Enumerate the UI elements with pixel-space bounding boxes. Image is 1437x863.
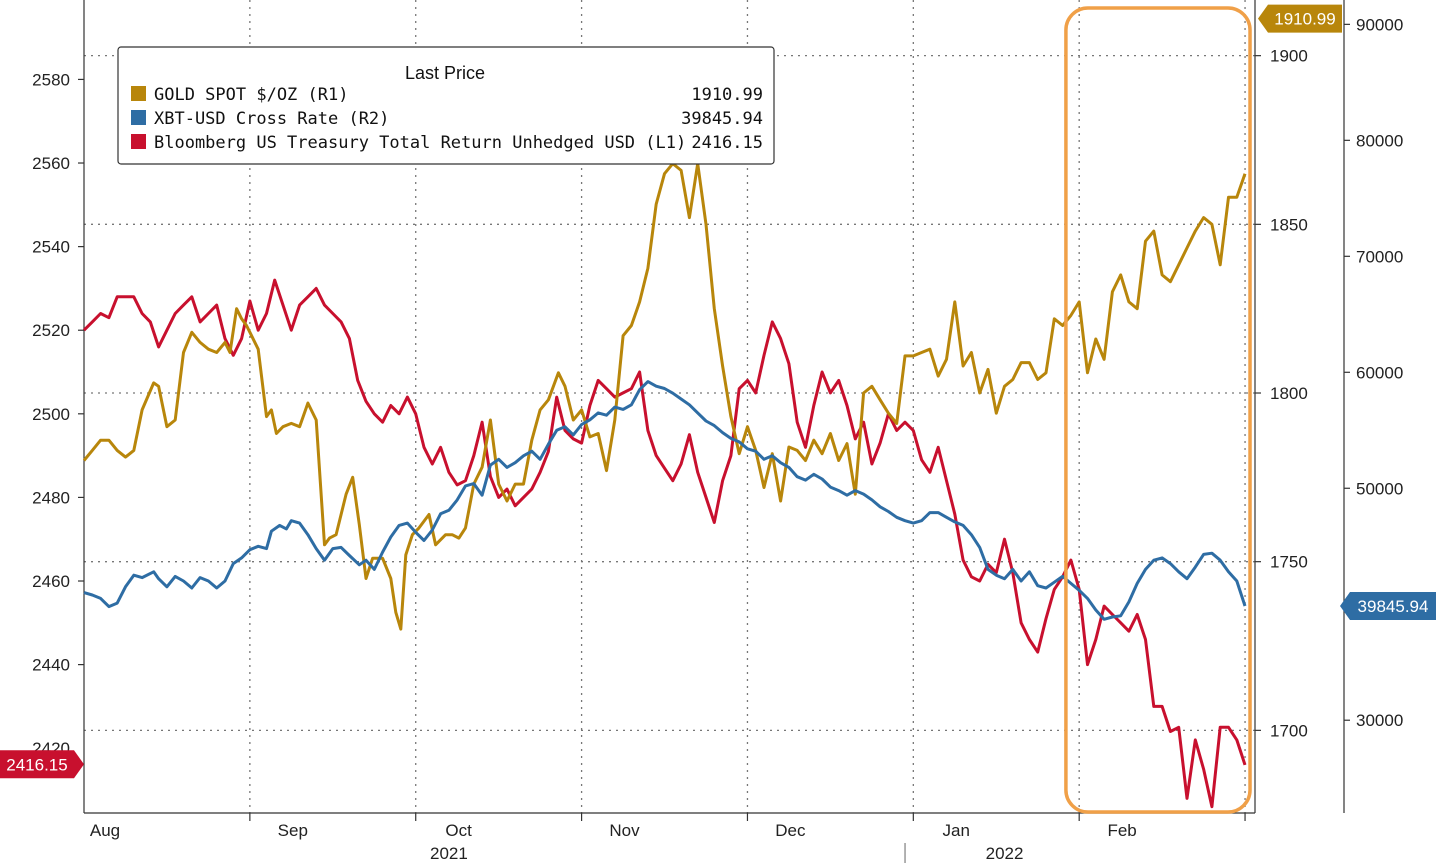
highlight-rect (1064, 6, 1252, 814)
left-tick-label: 2500 (32, 405, 70, 424)
tag-gold-text: 1910.99 (1274, 10, 1335, 29)
r1-tick-label: 1700 (1270, 721, 1308, 740)
legend-value-btc: 39845.94 (681, 109, 763, 129)
r1-tick-label: 1850 (1270, 215, 1308, 234)
x-month-label: Nov (609, 821, 640, 840)
x-month-label: Jan (943, 821, 970, 840)
tag-btc-shape (1340, 592, 1436, 621)
legend-swatch-btc (131, 110, 146, 125)
legend-swatch-gold (131, 86, 146, 101)
grid (84, 0, 1255, 813)
r2-tick-label: 90000 (1356, 15, 1403, 34)
legend-swatch-treasury (131, 134, 146, 149)
x-month-label: Dec (775, 821, 806, 840)
left-tick-label: 2540 (32, 238, 70, 257)
x-year-label: 2022 (986, 844, 1024, 863)
r1-tick-label: 1900 (1270, 47, 1308, 66)
left-tick-label: 2580 (32, 70, 70, 89)
r1-tick-label: 1800 (1270, 384, 1308, 403)
tag-treasury-shape (0, 750, 84, 779)
tag-btc-text: 39845.94 (1358, 597, 1429, 616)
legend-box (117, 46, 775, 165)
series-lines (82, 162, 1247, 809)
series-line-gold (82, 162, 1247, 631)
legend: Last Price GOLD SPOT $/OZ (R1) 1910.99 X… (117, 46, 775, 165)
legend-title: Last Price (405, 63, 485, 83)
x-year-label: 2021 (430, 844, 468, 863)
series-line-btc (83, 380, 1247, 621)
legend-label-treasury: Bloomberg US Treasury Total Return Unhed… (154, 133, 686, 153)
r1-tick-label: 1750 (1270, 553, 1308, 572)
r2-tick-label: 70000 (1356, 247, 1403, 266)
highlight-box (1064, 6, 1252, 814)
last-value-tags: 1910.99 39845.94 2416.15 (0, 4, 1436, 779)
r2-tick-label: 30000 (1356, 711, 1403, 730)
r2-tick-label: 60000 (1356, 363, 1403, 382)
legend-label-btc: XBT-USD Cross Rate (R2) (154, 109, 389, 129)
r2-tick-label: 50000 (1356, 479, 1403, 498)
x-month-label: Aug (90, 821, 120, 840)
legend-value-gold: 1910.99 (691, 85, 763, 105)
tag-gold-shape (1258, 4, 1342, 33)
tag-treasury-text: 2416.15 (6, 755, 67, 774)
legend-label-gold: GOLD SPOT $/OZ (R1) (154, 85, 348, 105)
left-tick-label: 2480 (32, 488, 70, 507)
legend-value-treasury: 2416.15 (691, 133, 763, 153)
x-month-label: Feb (1107, 821, 1136, 840)
x-month-label: Oct (445, 821, 472, 840)
r2-tick-label: 80000 (1356, 131, 1403, 150)
left-tick-label: 2520 (32, 321, 70, 340)
x-month-label: Sep (278, 821, 308, 840)
left-tick-label: 2560 (32, 154, 70, 173)
series-line-treasury (82, 278, 1247, 809)
left-tick-label: 2440 (32, 656, 70, 675)
left-tick-label: 2460 (32, 572, 70, 591)
